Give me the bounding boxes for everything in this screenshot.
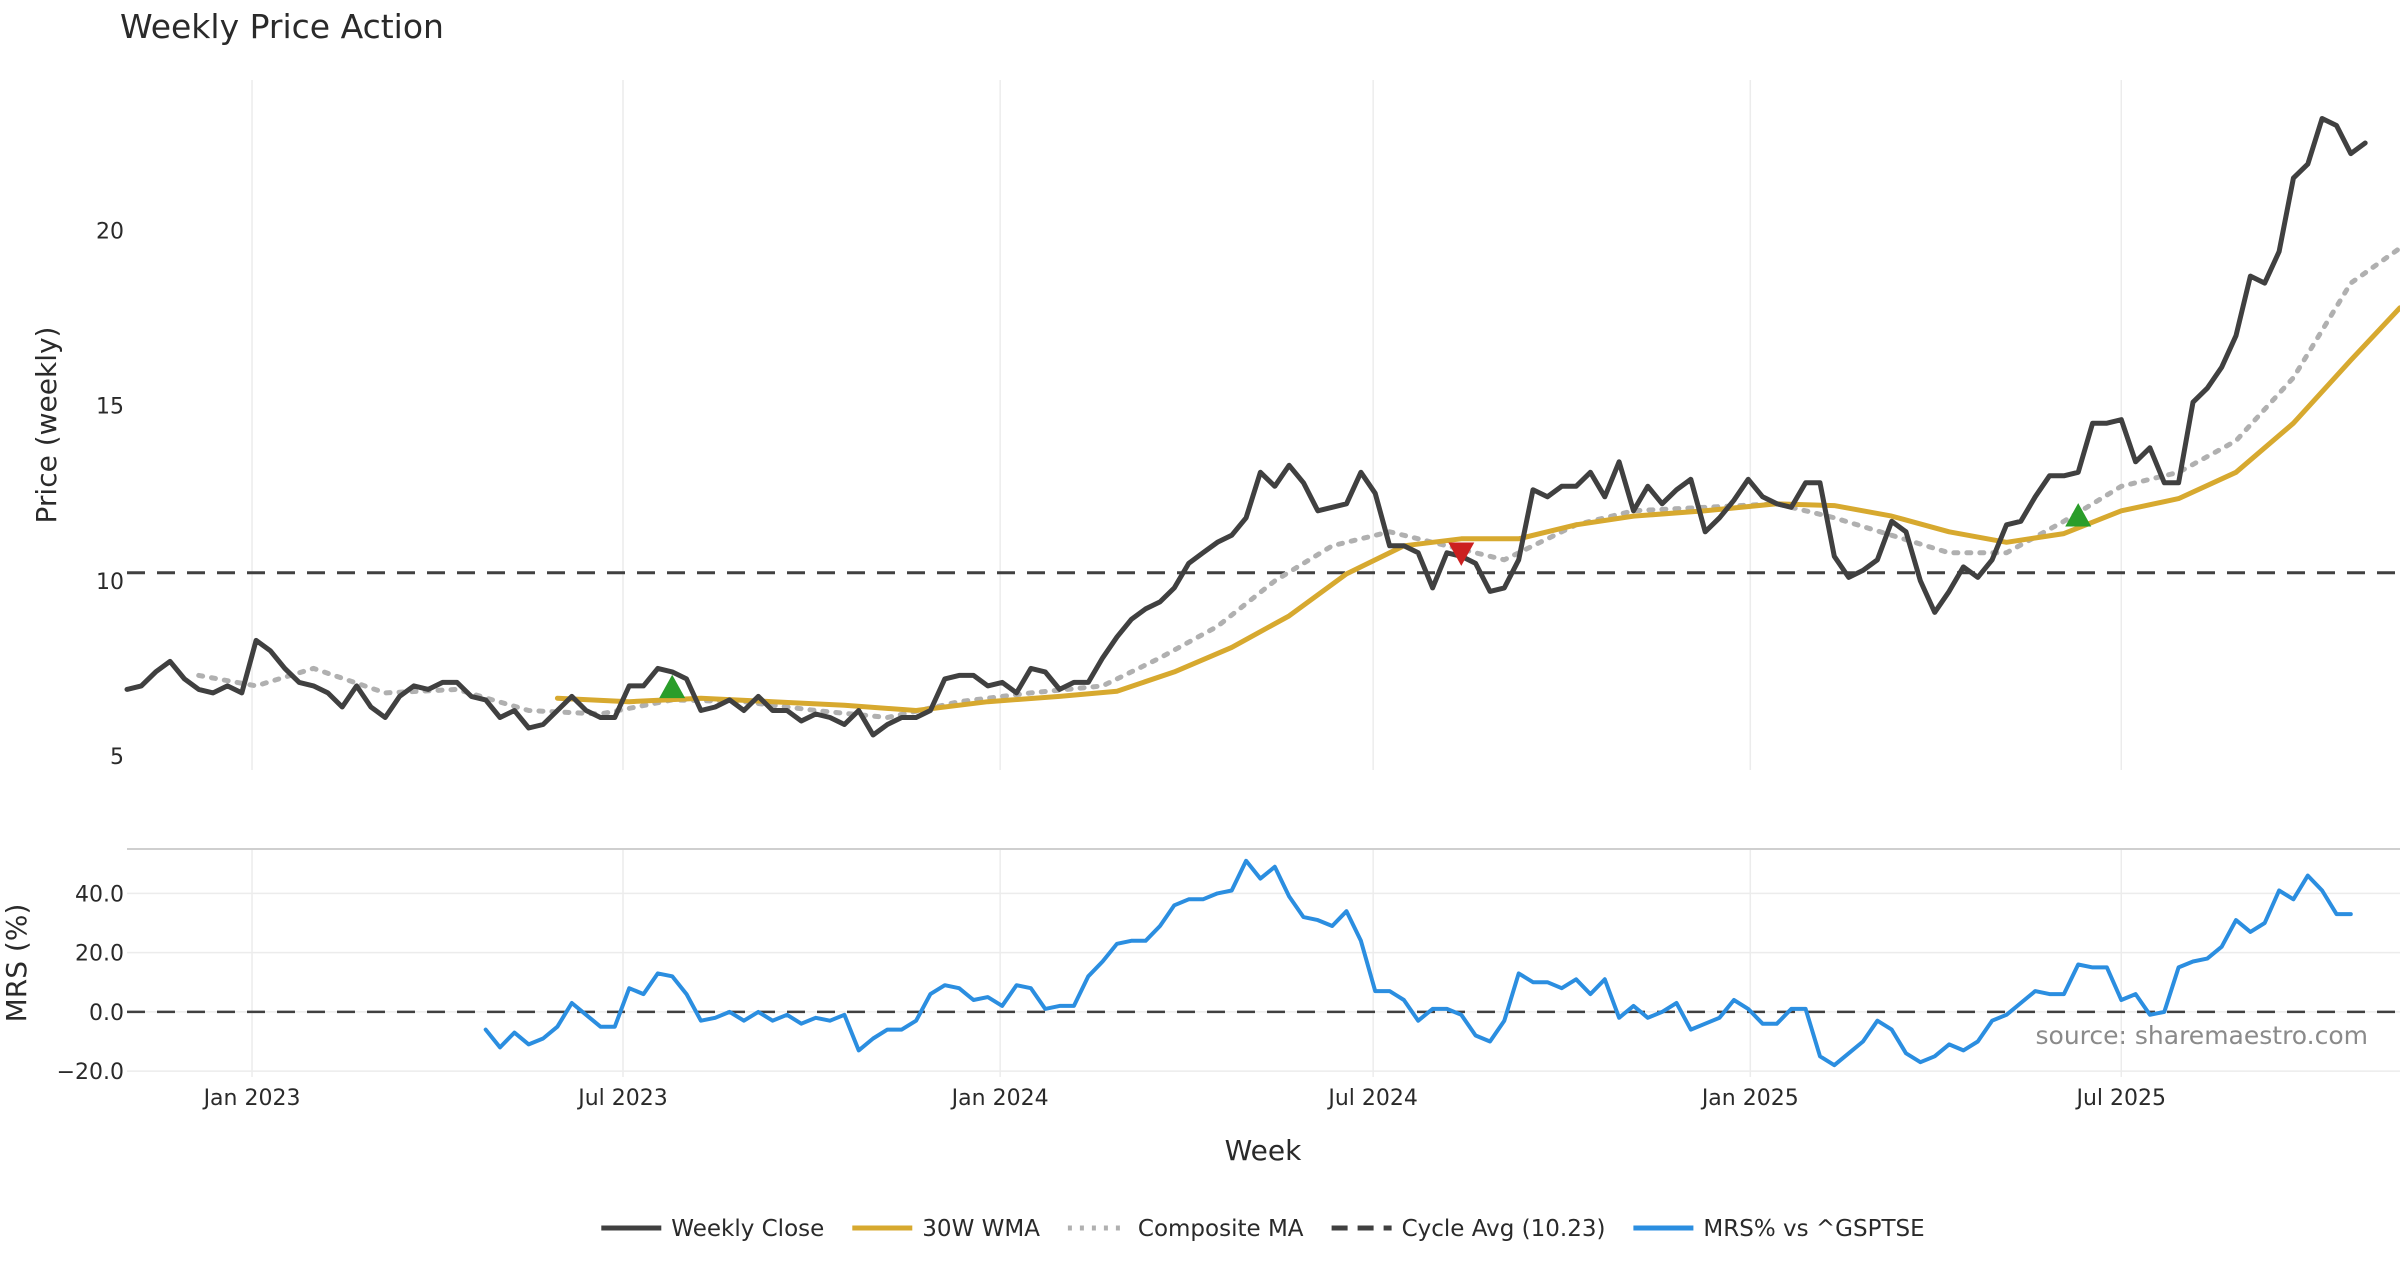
- x-tick-4: Jan 2025: [1700, 1086, 1799, 1111]
- mrs-y-tick-labels: −20.0 0.0 20.0 40.0: [57, 882, 124, 1085]
- marker-sell-1: [1448, 542, 1475, 566]
- x-tick-1: Jul 2023: [576, 1086, 668, 1111]
- series-line-composite-ma: [196, 245, 2400, 720]
- series-line-30w-wma: [554, 305, 2400, 713]
- legend-label-3: Cycle Avg (10.23): [1402, 1216, 1606, 1242]
- price-y-tick-1: 10: [96, 570, 124, 595]
- legend-label-4: MRS% vs ^GSPTSE: [1703, 1216, 1924, 1242]
- mrs-panel-grid: [127, 849, 2400, 1077]
- price-y-tick-3: 20: [96, 220, 124, 245]
- signal-markers: [659, 503, 2092, 699]
- mrs-y-tick-2: 20.0: [75, 942, 124, 967]
- legend-item-1: 30W WMA: [852, 1216, 1040, 1242]
- legend-label-2: Composite MA: [1138, 1216, 1304, 1242]
- legend-item-4: MRS% vs ^GSPTSE: [1633, 1216, 1925, 1242]
- legend-label-1: 30W WMA: [922, 1216, 1040, 1242]
- mrs-y-axis-title: MRS (%): [0, 904, 33, 1023]
- price-series-group: [124, 116, 2400, 738]
- legend: Weekly Close 30W WMA Composite MA Cycle Avg…: [601, 1216, 1925, 1242]
- x-axis-title: Week: [1225, 1134, 1302, 1167]
- series-line-mrs-vs-gsptse: [483, 858, 2353, 1068]
- x-tick-3: Jul 2024: [1326, 1086, 1418, 1111]
- price-y-tick-2: 15: [96, 395, 124, 420]
- price-y-axis-title: Price (weekly): [30, 327, 63, 524]
- price-y-tick-0: 5: [110, 745, 124, 770]
- mrs-y-tick-3: 40.0: [75, 882, 124, 907]
- legend-label-0: Weekly Close: [671, 1216, 824, 1242]
- chart-title: Weekly Price Action: [120, 7, 444, 46]
- marker-buy-0: [659, 674, 686, 699]
- x-tick-2: Jan 2024: [950, 1086, 1049, 1111]
- legend-item-2: Composite MA: [1067, 1216, 1304, 1242]
- legend-item-0: Weekly Close: [601, 1216, 824, 1242]
- price-y-tick-labels: 5 10 15 20: [96, 220, 124, 770]
- x-tick-5: Jul 2025: [2074, 1086, 2166, 1111]
- mrs-series-group: [483, 858, 2353, 1068]
- price-panel-grid: [127, 80, 2400, 770]
- x-tick-labels: Jan 2023 Jul 2023 Jan 2024 Jul 2024 Jan 2025…: [202, 1086, 2166, 1111]
- x-tick-0: Jan 2023: [202, 1086, 301, 1111]
- series-line-weekly-close: [124, 116, 2368, 738]
- legend-item-3: Cycle Avg (10.23): [1331, 1216, 1606, 1242]
- mrs-y-tick-0: −20.0: [57, 1060, 124, 1085]
- mrs-y-tick-1: 0.0: [89, 1001, 124, 1026]
- marker-buy-2: [2065, 503, 2092, 527]
- source-note: source: sharemaestro.com: [2036, 1021, 2369, 1050]
